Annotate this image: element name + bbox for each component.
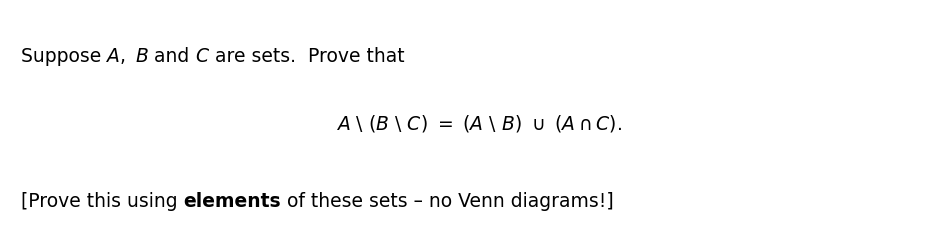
Text: A: A [107,46,120,65]
Text: of these sets – no Venn diagrams!]: of these sets – no Venn diagrams!] [280,192,613,211]
Text: $\mathit{A}\ \backslash\ (\mathit{B}\ \backslash\ \mathit{C})\ =\ (\mathit{A}\ \: $\mathit{A}\ \backslash\ (\mathit{B}\ \b… [337,113,622,134]
Text: [Prove this using: [Prove this using [21,192,183,211]
Text: and: and [149,46,195,65]
Text: are sets.  Prove that: are sets. Prove that [209,46,404,65]
Text: C: C [195,46,209,65]
Text: elements: elements [183,192,280,211]
Text: B: B [136,46,149,65]
Text: Suppose: Suppose [21,46,107,65]
Text: ,: , [120,46,129,65]
